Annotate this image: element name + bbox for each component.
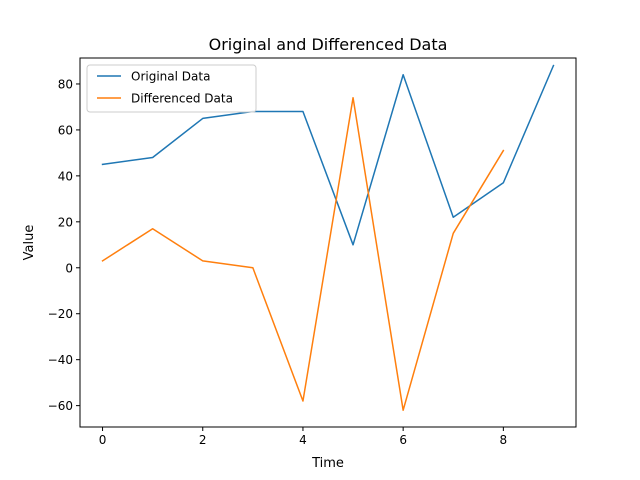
plot-area-frame — [79, 57, 577, 428]
series-layer — [101, 64, 555, 411]
x-tick-label: 2 — [199, 433, 207, 447]
y-tick-label: 80 — [58, 77, 73, 91]
y-axis-label: Value — [22, 225, 37, 261]
x-axis-label: Time — [311, 456, 344, 471]
series-line-2 — [101, 97, 505, 411]
y-axis: −60 −40 −20 0 20 40 60 80 — [48, 77, 80, 413]
legend-label-2: Differenced Data — [131, 92, 233, 106]
series-line-1 — [101, 64, 555, 246]
x-axis: 0 2 4 6 8 — [99, 427, 507, 447]
chart-title: Original and Differenced Data — [209, 35, 448, 54]
y-tick-label: 40 — [58, 169, 73, 183]
x-tick-label: 6 — [399, 433, 407, 447]
y-tick-label: 20 — [58, 215, 73, 229]
legend: Original Data Differenced Data — [86, 64, 257, 113]
y-tick-label: 60 — [58, 123, 73, 137]
x-tick-label: 8 — [500, 433, 508, 447]
legend-box — [86, 64, 257, 113]
x-tick-label: 4 — [299, 433, 307, 447]
y-tick-label: 0 — [65, 261, 73, 275]
y-tick-label: −20 — [48, 307, 73, 321]
legend-label-1: Original Data — [131, 70, 210, 84]
y-tick-label: −40 — [48, 353, 73, 367]
x-tick-label: 0 — [99, 433, 107, 447]
y-tick-label: −60 — [48, 399, 73, 413]
